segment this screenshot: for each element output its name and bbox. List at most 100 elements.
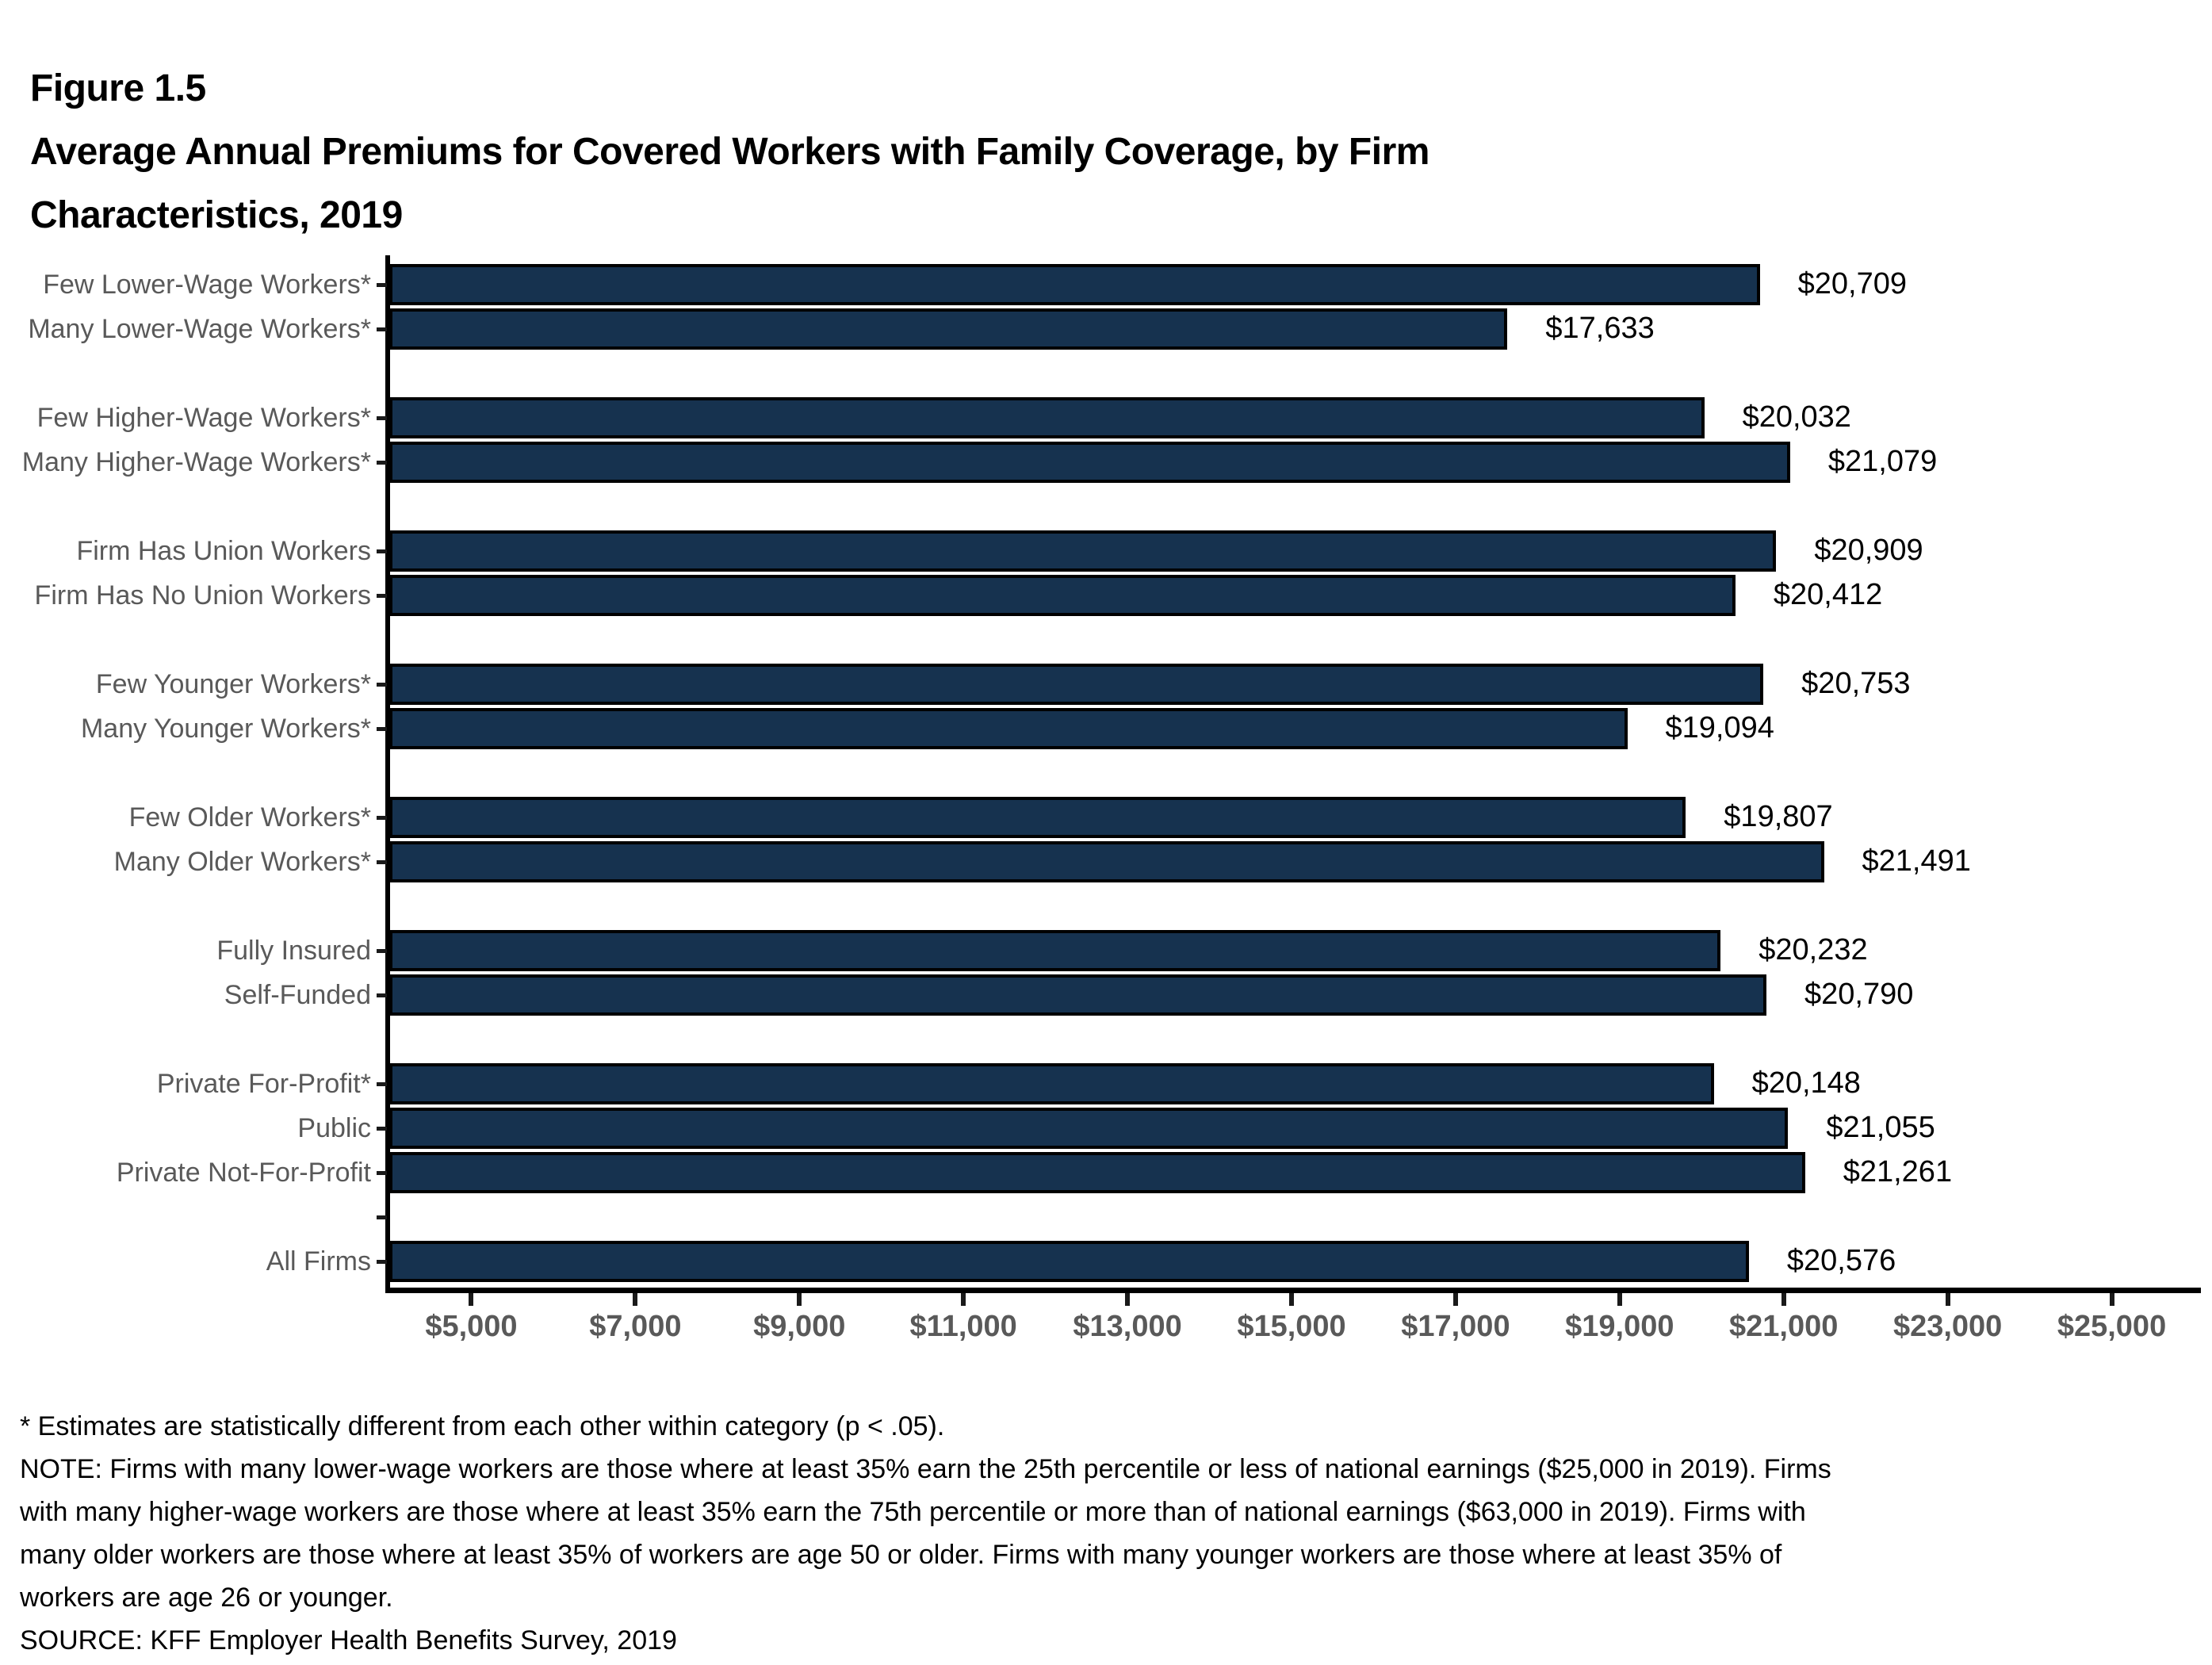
y-axis-tick-empty [377,1215,387,1219]
bar-value-label: $19,094 [1665,711,1774,744]
bar-value-label: $20,753 [1801,667,1911,700]
x-axis-tick-label: $9,000 [753,1310,846,1343]
x-axis-tick-label: $19,000 [1565,1310,1674,1343]
y-axis-tick [377,815,387,820]
x-axis-tick [1289,1293,1294,1306]
bar-value-label: $19,807 [1724,800,1833,833]
category-label: Private For-Profit* [156,1069,371,1099]
bar [389,1152,1805,1193]
category-label: Many Higher-Wage Workers* [21,447,371,477]
note-line: workers are age 26 or younger. [20,1583,393,1613]
bar [389,1063,1714,1104]
note-line: NOTE: Firms with many lower-wage workers… [20,1454,1831,1484]
bar-value-label: $21,261 [1843,1155,1953,1188]
x-axis-tick-label: $7,000 [589,1310,682,1343]
bar [389,530,1777,572]
figure-number: Figure 1.5 [30,67,206,109]
y-axis-tick [377,859,387,864]
x-axis-tick [1781,1293,1786,1306]
x-axis-tick-label: $23,000 [1892,1310,2003,1343]
bar [389,264,1760,305]
figure-title-line-1: Average Annual Premiums for Covered Work… [30,131,1429,173]
bar [389,797,1686,838]
footnotes-block: * Estimates are statistically different … [20,1405,1831,1662]
category-label: Private Not-For-Profit [116,1158,371,1188]
category-label: Fully Insured [216,936,371,966]
bar-value-label: $21,055 [1826,1111,1935,1144]
category-label: All Firms [266,1246,371,1276]
x-axis-tick [469,1293,474,1306]
x-axis-tick [1617,1293,1622,1306]
y-axis-line [385,255,390,1293]
bar [389,708,1628,749]
category-label: Many Lower-Wage Workers* [28,314,371,344]
bar [389,974,1766,1016]
category-label: Self-Funded [224,980,371,1010]
category-label: Many Younger Workers* [80,714,371,744]
y-axis-tick [377,993,387,997]
x-axis-tick-label: $11,000 [909,1310,1017,1343]
x-axis-tick-label: $15,000 [1237,1310,1346,1343]
bar-value-label: $20,576 [1786,1244,1896,1277]
source-line: SOURCE: KFF Employer Health Benefits Sur… [20,1625,677,1655]
x-axis-tick [633,1293,638,1306]
bar [389,930,1721,971]
figure-title-line-2: Characteristics, 2019 [30,194,403,236]
y-axis-tick [377,1126,387,1131]
bar [389,575,1736,616]
y-axis-tick [377,460,387,465]
bar-value-label: $20,790 [1804,978,1914,1011]
note-line: many older workers are those where at le… [20,1540,1782,1570]
y-axis-tick [377,415,387,420]
bar-value-label: $21,079 [1827,445,1938,478]
bar [389,1108,1789,1149]
asterisk-note: * Estimates are statistically different … [20,1411,945,1441]
category-label: Few Older Workers* [128,802,371,832]
category-label: Few Younger Workers* [95,669,371,699]
bar [389,442,1790,483]
x-axis-tick [1945,1293,1950,1306]
bar-value-label: $20,232 [1759,933,1868,966]
y-axis-tick [377,1081,387,1086]
bar-value-label: $20,412 [1773,578,1883,611]
y-axis-tick [377,726,387,731]
bar [389,664,1764,705]
category-label: Few Higher-Wage Workers* [36,403,371,433]
x-axis-tick [1452,1293,1458,1306]
note-line: with many higher-wage workers are those … [20,1497,1806,1527]
x-axis-tick [961,1293,966,1306]
x-axis-tick-label: $17,000 [1401,1310,1510,1343]
category-label: Firm Has Union Workers [76,536,371,566]
x-axis-tick [797,1293,802,1306]
y-axis-tick [377,327,387,331]
y-axis-tick [377,1259,387,1264]
x-axis-tick-label: $25,000 [2057,1310,2167,1343]
bar-value-label: $20,148 [1751,1066,1861,1100]
bar-value-label: $20,909 [1814,534,1923,567]
category-label: Few Lower-Wage Workers* [43,270,371,300]
y-axis-tick [377,948,387,953]
bar-value-label: $17,633 [1545,312,1655,345]
x-axis-tick-label: $21,000 [1729,1310,1839,1343]
y-axis-tick [377,549,387,553]
bar [389,841,1824,882]
category-label: Many Older Workers* [113,847,371,877]
bar [389,397,1705,438]
x-axis-tick [1125,1293,1131,1306]
bar [389,308,1508,350]
category-label: Firm Has No Union Workers [34,580,371,610]
x-axis-tick [2109,1293,2114,1306]
y-axis-tick [377,282,387,287]
bar [389,1241,1749,1282]
bar-value-label: $20,709 [1797,267,1907,300]
x-axis-tick-label: $13,000 [1073,1310,1182,1343]
x-axis-line [385,1288,2201,1293]
y-axis-tick [377,593,387,598]
y-axis-tick [377,1170,387,1175]
bar-value-label: $20,032 [1742,400,1851,434]
y-axis-tick [377,682,387,687]
x-axis-tick-label: $5,000 [425,1310,518,1343]
bar-value-label: $21,491 [1862,844,1971,878]
figure-title-block: Figure 1.5 Average Annual Premiums for C… [30,57,1429,247]
